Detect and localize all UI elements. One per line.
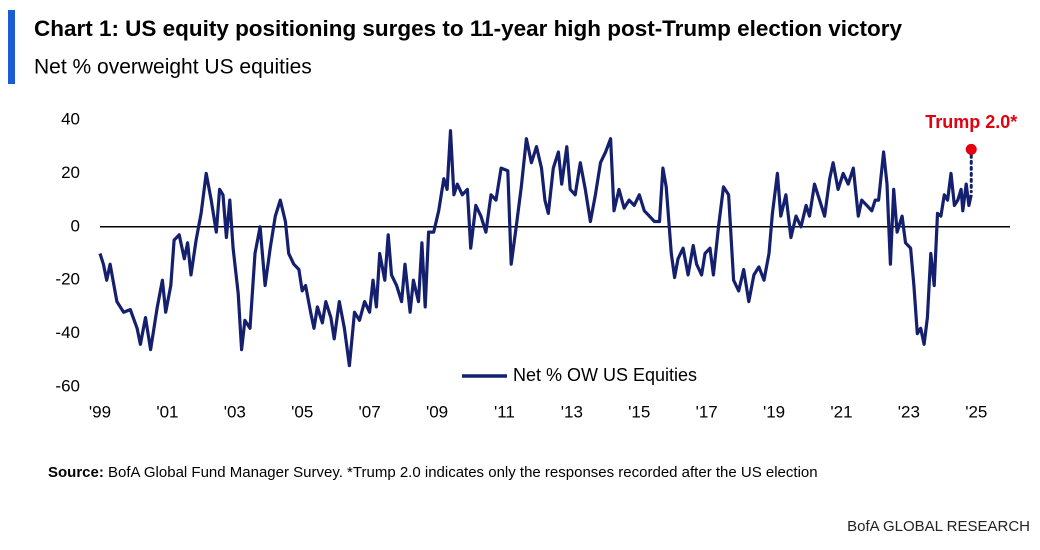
x-tick-label: '05 [291, 402, 313, 421]
source: Source: BofA Global Fund Manager Survey.… [48, 464, 818, 481]
x-tick-label: '07 [359, 402, 381, 421]
y-tick-label: 40 [61, 109, 80, 128]
x-tick-label: '03 [224, 402, 246, 421]
chart-title: Chart 1: US equity positioning surges to… [34, 16, 903, 41]
source-text: BofA Global Fund Manager Survey. *Trump … [108, 464, 818, 481]
title-bar [8, 10, 15, 84]
x-tick-label: '25 [965, 402, 987, 421]
brand: BofA GLOBAL RESEARCH [847, 518, 1030, 535]
source-label: Source: [48, 464, 104, 481]
y-tick-label: -20 [55, 270, 80, 289]
x-tick-label: '21 [830, 402, 852, 421]
annotation-point [965, 143, 977, 155]
x-tick-label: '09 [426, 402, 448, 421]
x-tick-label: '17 [696, 402, 718, 421]
legend-label: Net % OW US Equities [513, 365, 697, 385]
x-tick-label: '13 [561, 402, 583, 421]
y-tick-label: 20 [61, 163, 80, 182]
x-tick-label: '15 [628, 402, 650, 421]
x-tick-label: '19 [763, 402, 785, 421]
chart-subtitle: Net % overweight US equities [34, 56, 312, 79]
series-line [98, 129, 973, 368]
x-tick-label: '11 [494, 402, 515, 421]
y-tick-label: -40 [55, 323, 80, 342]
x-tick-label: '23 [898, 402, 920, 421]
x-tick-label: '01 [156, 402, 178, 421]
annotation-label: Trump 2.0* [925, 112, 1017, 132]
y-tick-label: 0 [71, 216, 80, 235]
y-tick-label: -60 [55, 376, 80, 395]
x-tick-label: '99 [89, 402, 111, 421]
